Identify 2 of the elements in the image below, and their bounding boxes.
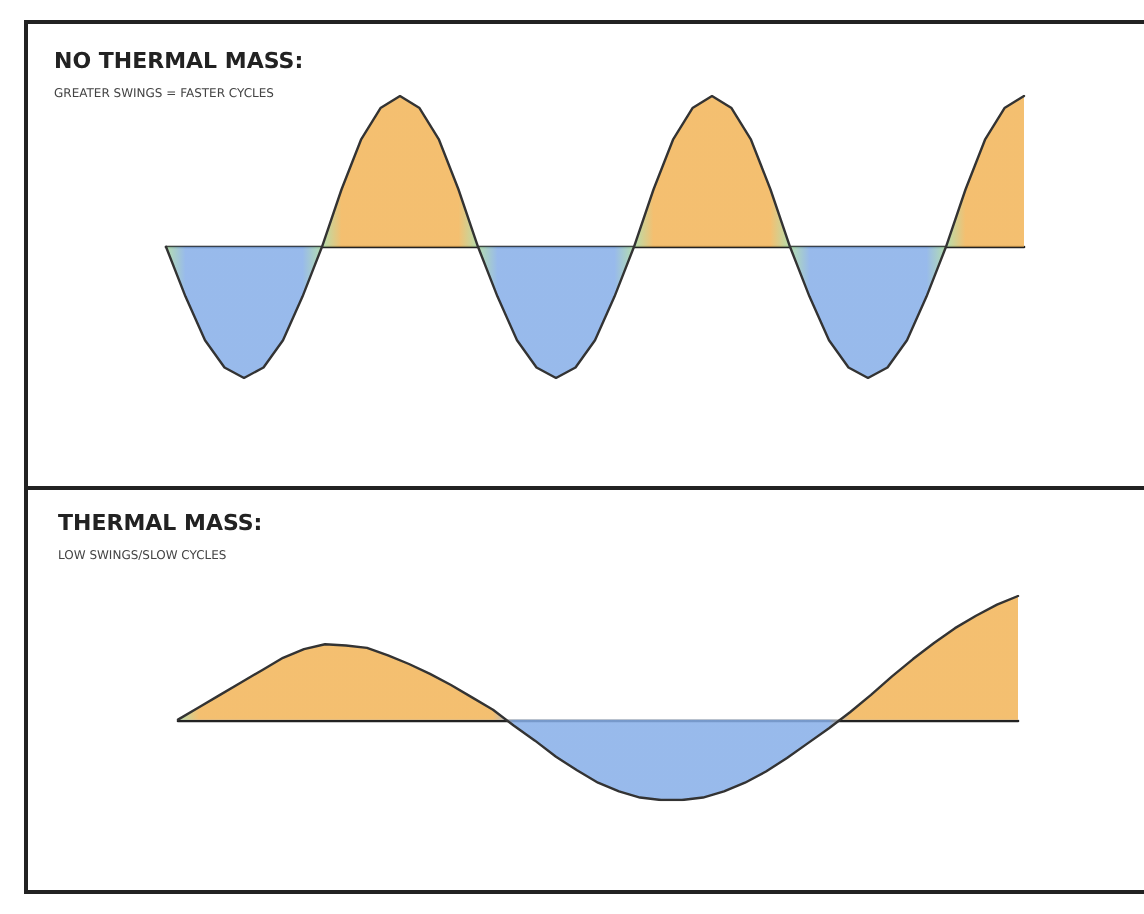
chart-title: NO THERMAL MASS: <box>54 48 304 74</box>
chart-title: THERMAL MASS: <box>58 510 263 536</box>
